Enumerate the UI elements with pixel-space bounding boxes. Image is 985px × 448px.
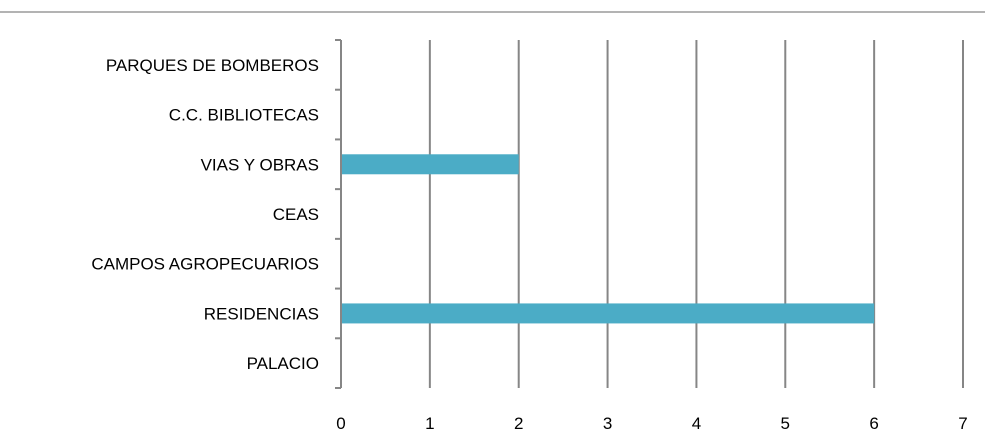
category-label: CEAS [273, 205, 319, 224]
gridlines [428, 40, 964, 388]
category-label: RESIDENCIAS [204, 304, 319, 323]
x-tick-labels: 0 1 2 3 4 5 6 7 [336, 414, 967, 433]
category-label: PALACIO [247, 354, 319, 373]
category-labels: PALACIO RESIDENCIAS CAMPOS AGROPECUARIOS CE… [91, 56, 319, 373]
x-tick-label: 7 [958, 414, 967, 433]
category-label: VIAS Y OBRAS [201, 155, 319, 174]
bar [341, 154, 519, 175]
x-tick-label: 4 [692, 414, 701, 433]
x-tick-label: 0 [336, 414, 345, 433]
category-label: PARQUES DE BOMBEROS [106, 56, 319, 75]
category-label: C.C. BIBLIOTECAS [169, 106, 319, 125]
bar [341, 303, 875, 324]
x-tick-label: 3 [603, 414, 612, 433]
x-tick-label: 5 [781, 414, 790, 433]
x-tick-label: 2 [514, 414, 523, 433]
x-tick-label: 6 [869, 414, 878, 433]
bars [341, 154, 875, 324]
axes [335, 39, 342, 389]
category-label: CAMPOS AGROPECUARIOS [91, 255, 319, 274]
x-tick-label: 1 [425, 414, 434, 433]
